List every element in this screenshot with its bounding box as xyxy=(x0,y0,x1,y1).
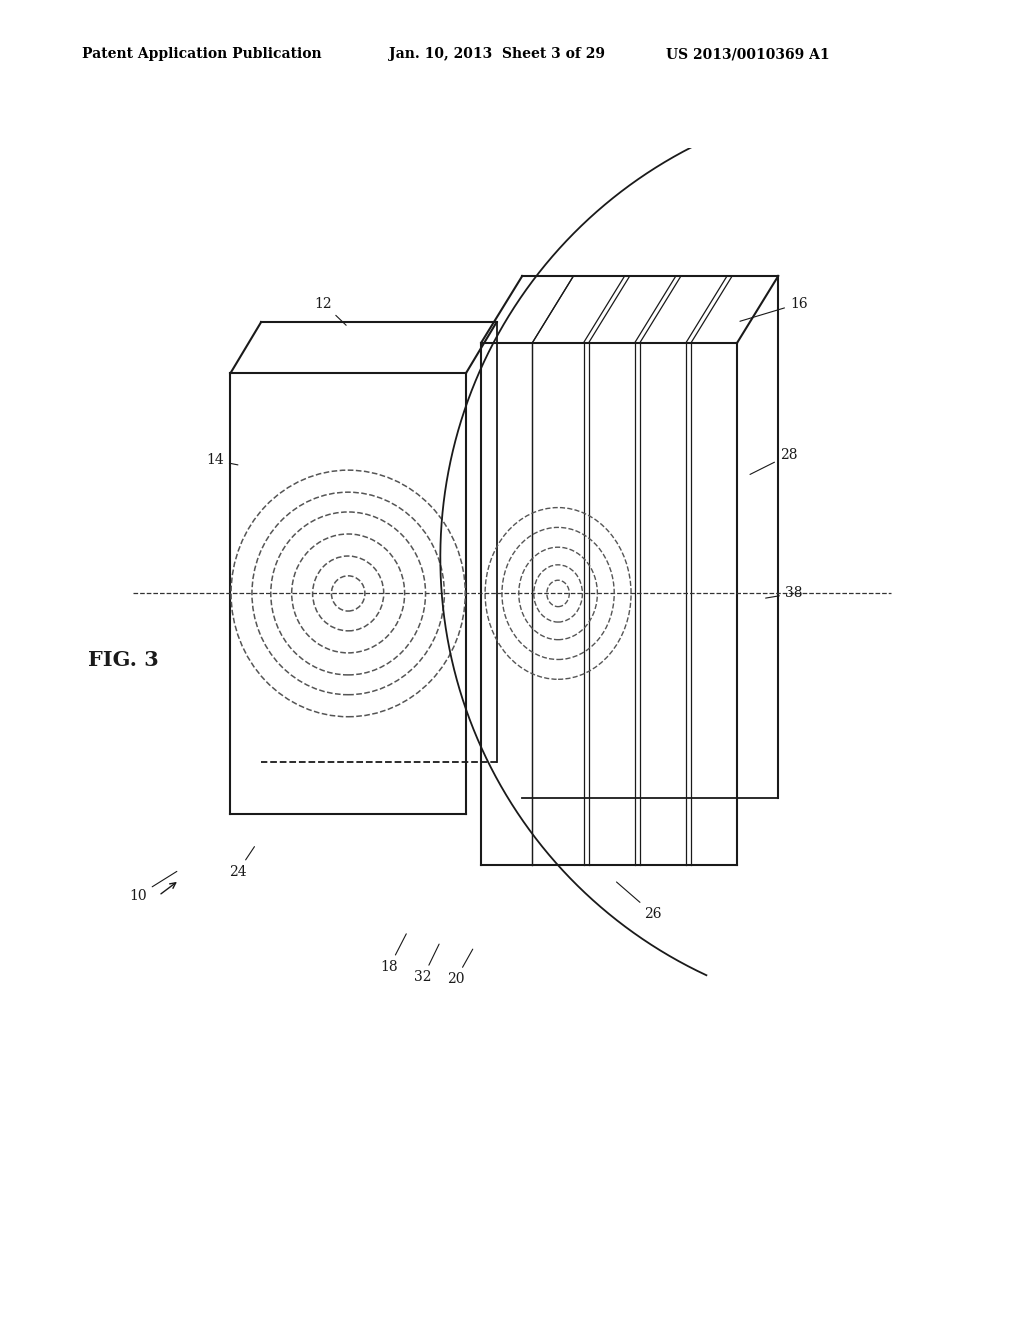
Text: 20: 20 xyxy=(446,949,473,986)
Text: Patent Application Publication: Patent Application Publication xyxy=(82,48,322,61)
Text: 38: 38 xyxy=(766,586,803,601)
Text: US 2013/0010369 A1: US 2013/0010369 A1 xyxy=(666,48,829,61)
Text: 24: 24 xyxy=(228,846,254,879)
Text: 26: 26 xyxy=(616,882,663,921)
Text: 12: 12 xyxy=(314,297,346,325)
Text: FIG. 3: FIG. 3 xyxy=(87,649,159,671)
Text: 16: 16 xyxy=(740,297,808,321)
Text: Jan. 10, 2013  Sheet 3 of 29: Jan. 10, 2013 Sheet 3 of 29 xyxy=(389,48,605,61)
Text: 18: 18 xyxy=(380,933,407,974)
Text: 10: 10 xyxy=(129,871,177,903)
Text: 32: 32 xyxy=(414,944,439,985)
Text: 28: 28 xyxy=(750,449,798,474)
Text: 14: 14 xyxy=(206,453,238,467)
